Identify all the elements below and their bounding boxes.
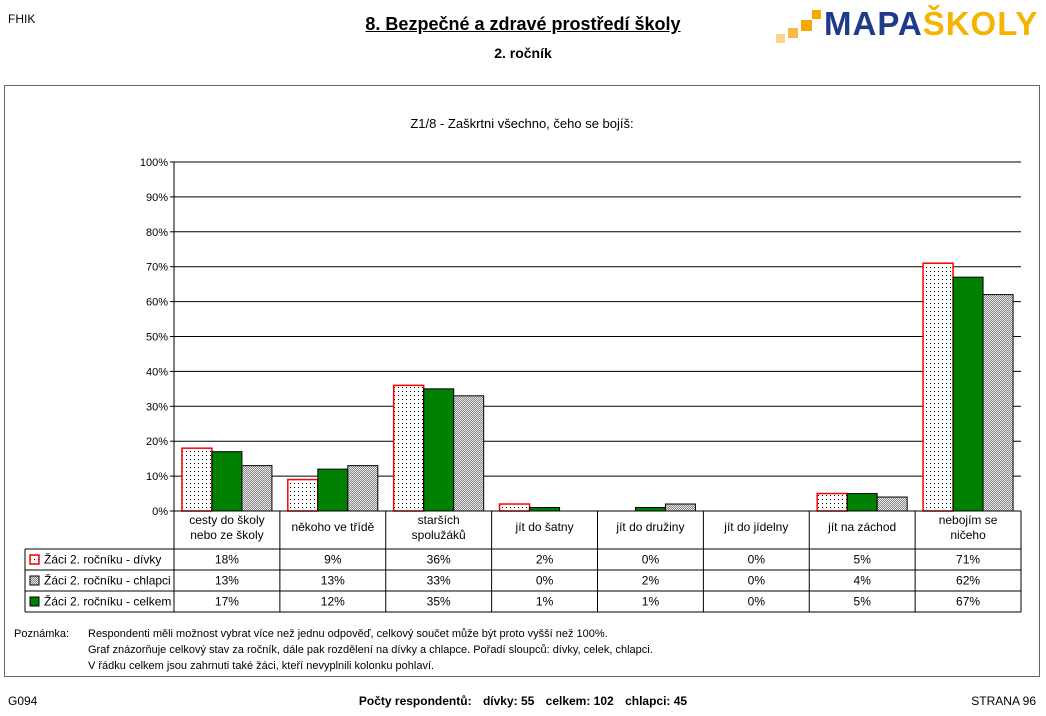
legend-swatch-checker xyxy=(29,575,40,586)
data-cell: 0% xyxy=(642,553,660,567)
category-label: spolužáků xyxy=(412,528,466,542)
data-cell: 2% xyxy=(536,553,554,567)
category-label: někoho ve třídě xyxy=(291,520,374,534)
data-cell: 4% xyxy=(854,574,872,588)
data-cell: 0% xyxy=(748,574,766,588)
chart-title: Z1/8 - Zaškrtni všechno, čeho se bojíš: xyxy=(410,116,633,131)
bar-solid-1 xyxy=(317,468,349,512)
bar-solid-2 xyxy=(423,388,455,512)
footer-code: G094 xyxy=(8,694,38,708)
bar-dots-7 xyxy=(922,262,954,512)
bar-checker-6 xyxy=(876,496,908,512)
y-tick-label: 60% xyxy=(146,297,168,309)
y-tick-label: 100% xyxy=(140,157,168,169)
y-tick-label: 90% xyxy=(146,192,168,204)
data-cell: 17% xyxy=(215,595,239,609)
respondents-girls: dívky: 55 xyxy=(482,694,535,708)
page-subtitle: 2. ročník xyxy=(494,45,552,61)
bar-checker-2 xyxy=(453,395,485,512)
note-line: V řádku celkem jsou zahrnuti také žáci, … xyxy=(88,660,435,672)
y-tick-label: 0% xyxy=(152,506,168,518)
y-tick-label: 30% xyxy=(146,401,168,413)
bar-dots-1 xyxy=(287,478,319,512)
note-line: Respondenti měli možnost vybrat více než… xyxy=(88,628,608,640)
respondents-total: celkem: 102 xyxy=(545,694,614,708)
data-cell: 2% xyxy=(642,574,660,588)
y-tick-label: 10% xyxy=(146,471,168,483)
mapaskoly-logo-icon xyxy=(776,10,821,43)
bar-solid-6 xyxy=(846,493,878,512)
legend-label: Žáci 2. ročníku - chlapci xyxy=(44,573,171,588)
category-label: jít do družiny xyxy=(615,520,684,534)
respondents-label: Počty respondentů: xyxy=(358,694,472,708)
bar-solid-0 xyxy=(211,451,243,512)
bar-dots-2 xyxy=(392,384,425,512)
bar-checker-1 xyxy=(347,465,379,512)
legend-swatch-dots xyxy=(29,554,40,565)
bar-checker-0 xyxy=(241,465,273,512)
respondents-boys: chlapci: 45 xyxy=(625,694,688,708)
bar-checker-4 xyxy=(664,503,696,512)
y-tick-label: 40% xyxy=(146,366,168,378)
bar-checker-7 xyxy=(982,294,1014,512)
legend-label: Žáci 2. ročníku - dívky xyxy=(44,552,161,567)
data-cell: 71% xyxy=(956,553,980,567)
chart-frame: Z1/8 - Zaškrtni všechno, čeho se bojíš: … xyxy=(4,85,1040,677)
data-cell: 33% xyxy=(427,574,451,588)
note-label: Poznámka: xyxy=(14,628,70,640)
legend-swatch-solid xyxy=(29,596,40,607)
data-cell: 0% xyxy=(536,574,554,588)
y-tick-label: 20% xyxy=(146,436,168,448)
data-cell: 62% xyxy=(956,574,980,588)
data-cell: 13% xyxy=(215,574,239,588)
org-code: FHIK xyxy=(8,12,36,26)
y-tick-label: 50% xyxy=(146,332,168,344)
bar-solid-3 xyxy=(529,507,561,512)
logo-text-part1: MAPA xyxy=(824,5,923,42)
data-cell: 18% xyxy=(215,553,239,567)
data-cell: 0% xyxy=(748,553,766,567)
bar-dots-0 xyxy=(181,447,213,512)
category-label: cesty do školy xyxy=(189,513,264,527)
data-cell: 5% xyxy=(854,553,872,567)
bar-dots-6 xyxy=(816,492,848,512)
bar-solid-7 xyxy=(952,276,984,512)
data-cell: 36% xyxy=(427,553,451,567)
y-tick-label: 70% xyxy=(146,262,168,274)
data-cell: 67% xyxy=(956,595,980,609)
logo-text-part2: ŠKOLY xyxy=(922,5,1039,42)
category-label: ničeho xyxy=(950,528,986,542)
data-cell: 9% xyxy=(324,553,342,567)
bar-solid-4 xyxy=(634,507,666,512)
logo-text: MAPAŠKOLY xyxy=(824,5,1038,43)
mapaskoly-logo: MAPAŠKOLY xyxy=(774,4,1038,46)
category-label: starších xyxy=(418,513,460,527)
bar-dots-3 xyxy=(498,503,531,512)
data-cell: 35% xyxy=(427,595,451,609)
category-label: nebo ze školy xyxy=(190,528,263,542)
category-label: jít do jídelny xyxy=(723,520,788,534)
respondent-counts: Počty respondentů: dívky: 55 celkem: 102… xyxy=(0,694,1046,708)
data-cell: 0% xyxy=(748,595,766,609)
data-cell: 1% xyxy=(536,595,554,609)
chart: Z1/8 - Zaškrtni všechno, čeho se bojíš: … xyxy=(24,116,1022,613)
data-cell: 12% xyxy=(321,595,345,609)
note-line: Graf znázorňuje celkový stav za ročník, … xyxy=(88,644,653,656)
legend-label: Žáci 2. ročníku - celkem xyxy=(44,594,171,609)
page-number: STRANA 96 xyxy=(971,694,1036,708)
category-label: jít do šatny xyxy=(515,520,574,534)
category-label: nebojím se xyxy=(939,513,998,527)
data-cell: 13% xyxy=(321,574,345,588)
data-cell: 5% xyxy=(854,595,872,609)
data-cell: 1% xyxy=(642,595,660,609)
y-tick-label: 80% xyxy=(146,227,168,239)
page-title: 8. Bezpečné a zdravé prostředí školy xyxy=(365,14,681,34)
category-label: jít na záchod xyxy=(827,520,896,534)
